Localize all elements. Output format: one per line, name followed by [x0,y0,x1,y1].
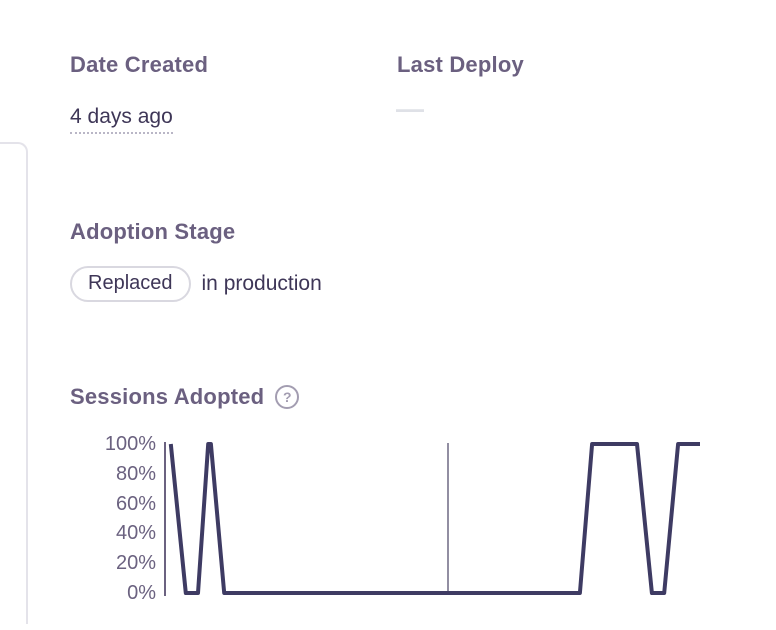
y-axis-tick-label: 80% [115,462,156,485]
sessions-adopted-label: Sessions Adopted [70,384,265,409]
y-axis-tick-label: 40% [115,522,156,545]
last-deploy-label: Last Deploy [397,52,524,77]
last-deploy-empty-value: — [396,93,424,124]
sessions-adopted-header: Sessions Adopted ? [70,384,300,410]
chart-canvas[interactable] [166,441,702,599]
card-border [0,142,28,624]
sessions-adopted-chart: 100% 80% 60% 40% 20% 0% [70,431,730,621]
adoption-stage-label: Adoption Stage [70,219,236,244]
adoption-stage-badge: Replaced [70,266,191,302]
date-created-label: Date Created [70,52,209,77]
adoption-stage-row: Replaced in production [70,266,322,302]
y-axis-tick-label: 100% [104,433,156,455]
adoption-stage-context: in production [201,272,322,295]
date-created-value-row: 4 days ago [70,104,173,134]
y-axis-tick-label: 20% [115,552,156,575]
date-created-value[interactable]: 4 days ago [70,104,173,134]
y-axis-tick-label: 60% [115,492,156,515]
y-axis-tick-label: 0% [127,582,156,604]
sessions-line-series [168,442,700,595]
y-axis-line [164,442,166,596]
help-question-icon[interactable]: ? [275,385,300,409]
